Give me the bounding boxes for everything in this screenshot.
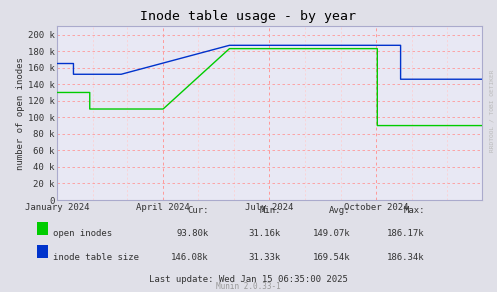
Text: 31.16k: 31.16k [248, 229, 281, 238]
Text: Inode table usage - by year: Inode table usage - by year [141, 10, 356, 23]
Y-axis label: number of open inodes: number of open inodes [16, 57, 25, 170]
Text: inode table size: inode table size [53, 253, 139, 262]
Text: Cur:: Cur: [187, 206, 209, 215]
Text: 93.80k: 93.80k [176, 229, 209, 238]
Text: RRDTOOL / TOBI OETIKER: RRDTOOL / TOBI OETIKER [490, 70, 495, 152]
Text: Munin 2.0.33-1: Munin 2.0.33-1 [216, 281, 281, 291]
Text: 186.17k: 186.17k [387, 229, 425, 238]
Text: Min:: Min: [259, 206, 281, 215]
Text: 31.33k: 31.33k [248, 253, 281, 262]
Text: Max:: Max: [404, 206, 425, 215]
Text: 146.08k: 146.08k [171, 253, 209, 262]
Text: open inodes: open inodes [53, 229, 112, 238]
Text: Last update: Wed Jan 15 06:35:00 2025: Last update: Wed Jan 15 06:35:00 2025 [149, 275, 348, 284]
Text: 149.07k: 149.07k [313, 229, 350, 238]
Text: Avg:: Avg: [329, 206, 350, 215]
Text: 186.34k: 186.34k [387, 253, 425, 262]
Text: 169.54k: 169.54k [313, 253, 350, 262]
